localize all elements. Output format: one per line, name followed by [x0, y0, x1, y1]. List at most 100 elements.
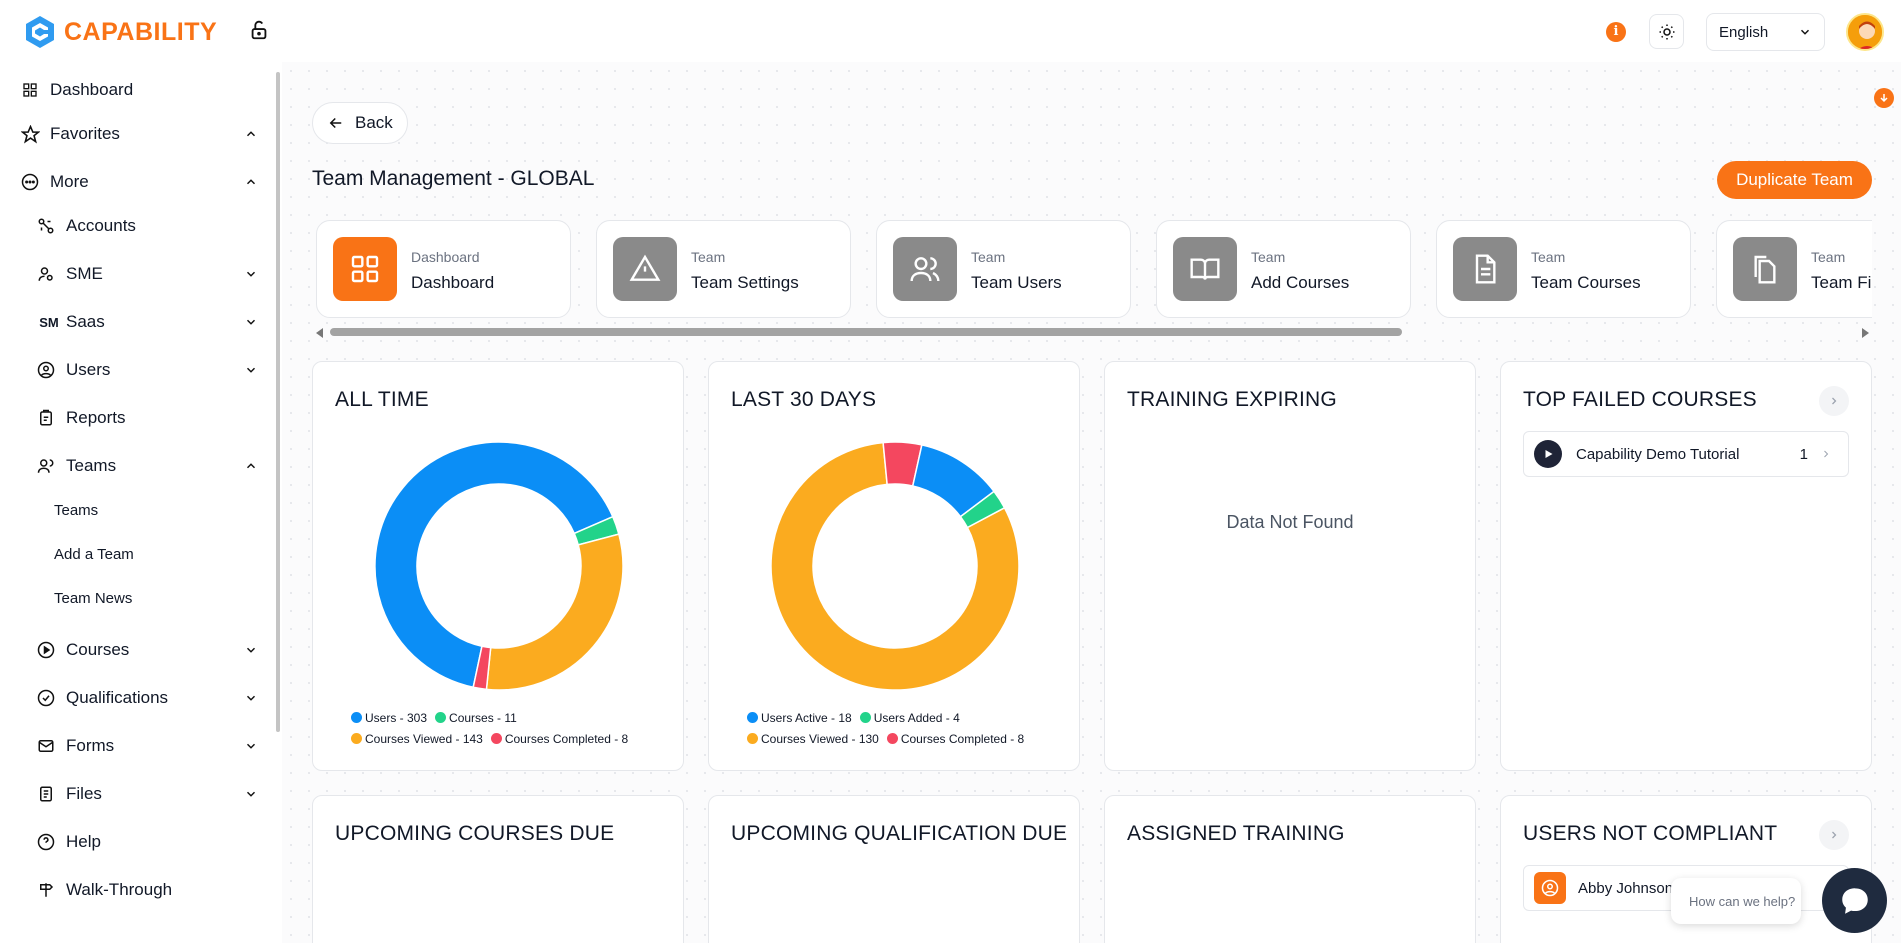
unlock-icon[interactable] — [248, 19, 270, 41]
chevron-down-icon — [1800, 29, 1810, 35]
chevron-up-icon[interactable] — [244, 175, 258, 189]
saas-icon: SM — [39, 314, 59, 330]
chevron-down-icon[interactable] — [244, 315, 258, 329]
arrow-left-icon — [329, 117, 342, 129]
theme-toggle-button[interactable] — [1649, 14, 1684, 49]
chevron-down-icon[interactable] — [244, 691, 258, 705]
sidebar-item-accounts[interactable]: Accounts — [36, 216, 136, 236]
logo[interactable]: CAPABILITY — [22, 14, 217, 50]
chevron-down-icon[interactable] — [244, 363, 258, 377]
chevron-down-icon[interactable] — [244, 739, 258, 753]
chevron-right-icon[interactable] — [1819, 386, 1849, 416]
chevron-right-icon[interactable] — [1819, 820, 1849, 850]
sidebar-item-forms[interactable]: Forms — [36, 736, 114, 756]
tab-add-courses[interactable]: Team Add Courses — [1156, 220, 1411, 318]
tabs-scrollbar[interactable] — [312, 327, 1872, 338]
back-button[interactable]: Back — [312, 102, 408, 144]
chart-legend: Users Active - 18 Users Added - 4 Course… — [747, 708, 1024, 750]
empty-state: Data Not Found — [1226, 512, 1354, 532]
help-icon — [36, 832, 56, 852]
user-search-icon — [36, 264, 56, 284]
all-time-card: ALL TIME Users - 303 Courses - 11 Course… — [312, 361, 684, 771]
sidebar-item-label: More — [50, 172, 89, 191]
tab-label: Team Courses — [1531, 273, 1641, 292]
sidebar-item-label: Files — [66, 784, 102, 803]
legend-item[interactable]: Users - 303 — [351, 708, 427, 729]
card-title: ALL TIME — [335, 388, 429, 411]
scroll-right-arrow-icon[interactable] — [1862, 328, 1869, 338]
list-item[interactable]: Capability Demo Tutorial 1 — [1523, 431, 1849, 477]
donut-slice-users-added[interactable] — [959, 490, 1006, 529]
legend-item[interactable]: Courses - 11 — [435, 708, 517, 729]
tab-team-settings[interactable]: Team Team Settings — [596, 220, 851, 318]
last-30-days-donut-chart — [770, 441, 1020, 691]
sidebar-item-saas[interactable]: SM Saas — [36, 312, 105, 332]
tab-team-users[interactable]: Team Team Users — [876, 220, 1131, 318]
tab-team-courses[interactable]: Team Team Courses — [1436, 220, 1691, 318]
donut-slice-courses-completed[interactable] — [472, 645, 492, 691]
sidebar-item-label: Help — [66, 832, 101, 851]
sidebar-item-sme[interactable]: SME — [36, 264, 103, 284]
sidebar-item-users[interactable]: Users — [36, 360, 110, 380]
upcoming-qualification-card: UPCOMING QUALIFICATION DUE — [708, 795, 1080, 943]
sidebar-item-label: Walk-Through — [66, 880, 173, 899]
sidebar-item-favorites[interactable]: Favorites — [20, 124, 120, 144]
card-title: TOP FAILED COURSES — [1523, 388, 1757, 411]
accounts-icon — [36, 216, 56, 236]
chevron-down-icon[interactable] — [244, 643, 258, 657]
user-name: Abby Johnson — [1578, 879, 1674, 897]
avatar[interactable] — [1846, 13, 1884, 51]
chevron-up-icon[interactable] — [244, 459, 258, 473]
scrollbar-thumb[interactable] — [330, 328, 1402, 336]
grid-icon — [333, 237, 397, 301]
tab-strip: Dashboard Dashboard Team Team Settings T… — [312, 218, 1872, 320]
top-bar: CAPABILITY i English — [0, 0, 1901, 62]
download-icon[interactable] — [1874, 88, 1894, 108]
sidebar-subitem-team-news[interactable]: Team News — [54, 590, 133, 607]
sidebar-subitem-teams[interactable]: Teams — [54, 502, 99, 519]
sidebar-item-files[interactable]: Files — [36, 784, 102, 804]
play-circle-icon — [36, 640, 56, 660]
sidebar-item-help[interactable]: Help — [36, 832, 101, 852]
sidebar-item-dashboard[interactable]: Dashboard — [20, 80, 133, 100]
legend-item[interactable]: Courses Completed - 8 — [886, 729, 1024, 750]
duplicate-team-button[interactable]: Duplicate Team — [1717, 161, 1872, 199]
donut-slice-courses-viewed[interactable] — [770, 441, 1020, 691]
legend-item[interactable]: Users Active - 18 — [747, 708, 852, 729]
info-icon[interactable]: i — [1606, 22, 1626, 42]
tab-team-files[interactable]: Team Team Files — [1716, 220, 1872, 318]
brand-name: CAPABILITY — [64, 17, 218, 46]
chat-button[interactable] — [1822, 868, 1887, 933]
grid-icon — [20, 80, 40, 100]
sidebar-item-label: Users — [66, 360, 111, 379]
donut-slice-users[interactable] — [374, 441, 614, 689]
legend-item[interactable]: Users Added - 4 — [859, 708, 960, 729]
sidebar-item-qualifications[interactable]: Qualifications — [36, 688, 168, 708]
sidebar-item-walkthrough[interactable]: Walk-Through — [36, 880, 172, 900]
chevron-down-icon[interactable] — [244, 267, 258, 281]
language-select[interactable]: English — [1706, 13, 1825, 51]
chat-prompt[interactable]: How can we help? — [1671, 878, 1801, 924]
sidebar-scrollbar[interactable] — [276, 72, 280, 732]
donut-slice-courses-viewed[interactable] — [485, 533, 624, 691]
sidebar-item-courses[interactable]: Courses — [36, 640, 129, 660]
chevron-down-icon[interactable] — [244, 787, 258, 801]
sidebar-item-reports[interactable]: Reports — [36, 408, 126, 428]
sidebar-item-label: Teams — [66, 456, 117, 475]
sidebar-subitem-add-team[interactable]: Add a Team — [54, 546, 134, 563]
user-icon — [1534, 872, 1566, 904]
sidebar-item-more[interactable]: More — [20, 172, 89, 192]
chevron-up-icon[interactable] — [244, 127, 258, 141]
scroll-left-arrow-icon[interactable] — [316, 328, 323, 338]
tab-label: Team Settings — [691, 273, 799, 292]
card-title: LAST 30 DAYS — [731, 388, 877, 411]
sidebar-item-label: Reports — [66, 408, 126, 427]
file-icon — [36, 784, 56, 804]
sidebar-item-teams[interactable]: Teams — [36, 456, 116, 476]
tab-dashboard[interactable]: Dashboard Dashboard — [316, 220, 571, 318]
tab-label: Team Files — [1811, 273, 1872, 292]
tab-caption: Team — [1251, 249, 1286, 265]
legend-item[interactable]: Courses Viewed - 143 — [351, 729, 483, 750]
legend-item[interactable]: Courses Completed - 8 — [490, 729, 628, 750]
legend-item[interactable]: Courses Viewed - 130 — [747, 729, 879, 750]
